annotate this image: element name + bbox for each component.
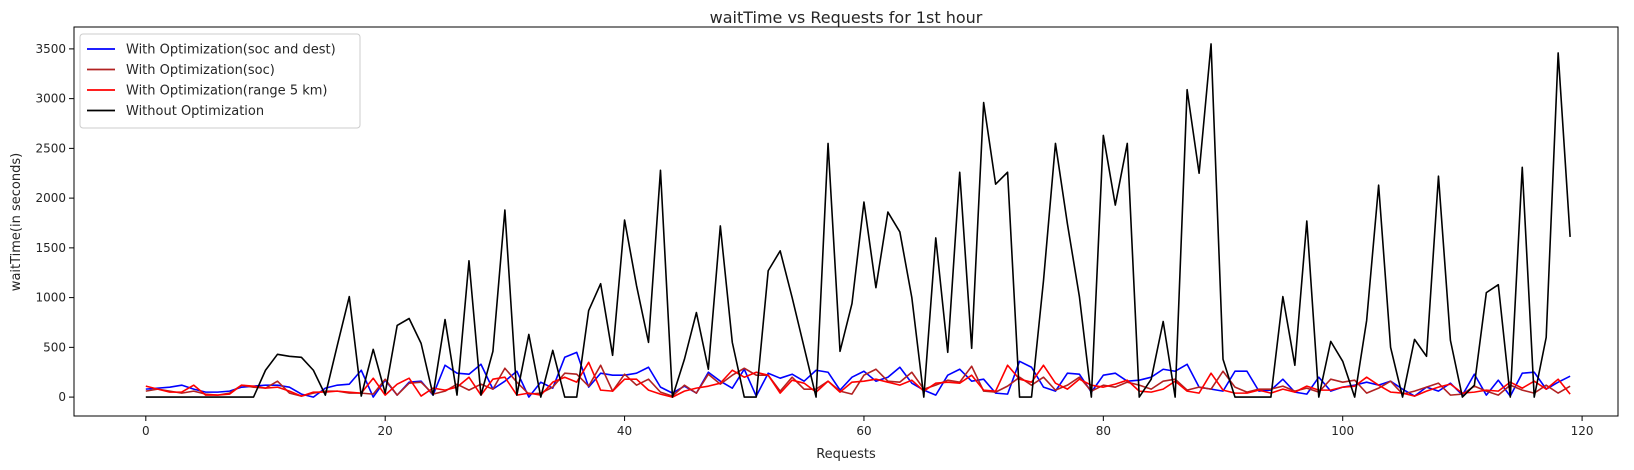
y-tick-label-2: 1000 (35, 291, 66, 305)
legend: With Optimization(soc and dest) With Opti… (79, 33, 361, 129)
y-axis-label: waitTime(in seconds) (9, 153, 24, 291)
x-tick-label-1: 20 (378, 424, 393, 438)
legend-box (79, 33, 361, 129)
y-tick-label-7: 3500 (35, 42, 66, 56)
y-tick-label-3: 1500 (35, 241, 66, 255)
x-tick-label-4: 80 (1096, 424, 1111, 438)
series-line-2 (145, 361, 1571, 398)
chart-title: waitTime vs Requests for 1st hour (710, 8, 983, 27)
x-tick-label-3: 60 (856, 424, 871, 438)
x-axis-label: Requests (816, 447, 876, 462)
y-tick-label-4: 2000 (35, 191, 66, 205)
series-line-3 (145, 43, 1571, 398)
legend-label-0: With Optimization(soc and dest) (126, 43, 336, 58)
legend-label-1: With Optimization(soc) (126, 63, 275, 78)
legend-label-2: With Optimization(range 5 km) (126, 84, 327, 99)
x-tick-label-0: 0 (142, 424, 150, 438)
axes-layer: 0 20 40 60 80 100 120 0 500 1000 1500 2000 2500 3000 3… (35, 42, 1593, 438)
y-tick-label-5: 2500 (35, 141, 66, 155)
series-line-1 (145, 364, 1571, 397)
y-tick-label-0: 0 (58, 390, 66, 404)
y-tick-label-1: 500 (43, 340, 66, 354)
x-tick-label-6: 120 (1571, 424, 1594, 438)
legend-label-3: Without Optimization (126, 104, 264, 119)
series-layer (145, 43, 1571, 398)
x-tick-label-5: 100 (1331, 424, 1354, 438)
y-tick-label-6: 3000 (35, 92, 66, 106)
x-tick-label-2: 40 (617, 424, 632, 438)
